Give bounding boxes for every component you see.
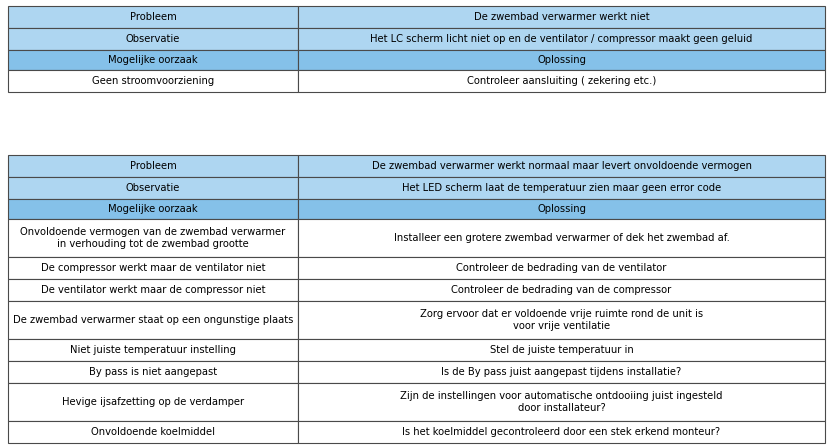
Bar	[298, 301, 825, 339]
Bar	[8, 177, 298, 199]
Bar	[298, 199, 825, 219]
Bar	[298, 257, 825, 279]
Text: De zwembad verwarmer staat op een ongunstige plaats: De zwembad verwarmer staat op een onguns…	[12, 315, 293, 325]
Bar	[8, 199, 298, 219]
Text: Geen stroomvoorziening: Geen stroomvoorziening	[92, 76, 214, 86]
Bar	[298, 361, 825, 383]
Text: Oplossing: Oplossing	[537, 204, 586, 214]
Text: Hevige ijsafzetting op de verdamper: Hevige ijsafzetting op de verdamper	[62, 397, 244, 407]
Text: Onvoldoende vermogen van de zwembad verwarmer
in verhouding tot de zwembad groot: Onvoldoende vermogen van de zwembad verw…	[20, 227, 286, 249]
Text: Controleer aansluiting ( zekering etc.): Controleer aansluiting ( zekering etc.)	[466, 76, 656, 86]
Text: Is het koelmiddel gecontroleerd door een stek erkend monteur?: Is het koelmiddel gecontroleerd door een…	[402, 427, 721, 437]
Text: Oplossing: Oplossing	[537, 55, 586, 65]
Bar	[8, 421, 298, 443]
Bar	[8, 257, 298, 279]
Text: Mogelijke oorzaak: Mogelijke oorzaak	[108, 55, 197, 65]
Bar	[298, 219, 825, 257]
Bar	[298, 50, 825, 70]
Text: Is de By pass juist aangepast tijdens installatie?: Is de By pass juist aangepast tijdens in…	[441, 367, 681, 377]
Bar	[8, 219, 298, 257]
Text: Zorg ervoor dat er voldoende vrije ruimte rond de unit is
voor vrije ventilatie: Zorg ervoor dat er voldoende vrije ruimt…	[420, 309, 703, 331]
Bar	[8, 279, 298, 301]
Bar	[8, 28, 298, 50]
Bar	[8, 6, 298, 28]
Bar	[8, 301, 298, 339]
Bar	[298, 421, 825, 443]
Text: Controleer de bedrading van de compressor: Controleer de bedrading van de compresso…	[451, 285, 671, 295]
Bar	[8, 50, 298, 70]
Bar	[8, 339, 298, 361]
Text: Probleem: Probleem	[130, 12, 177, 22]
Text: Het LC scherm licht niet op en de ventilator / compressor maakt geen geluid: Het LC scherm licht niet op en de ventil…	[371, 34, 753, 44]
Bar	[8, 155, 298, 177]
Bar	[298, 155, 825, 177]
Text: De zwembad verwarmer werkt normaal maar levert onvoldoende vermogen: De zwembad verwarmer werkt normaal maar …	[372, 161, 751, 171]
Bar	[298, 383, 825, 421]
Text: Installeer een grotere zwembad verwarmer of dek het zwembad af.: Installeer een grotere zwembad verwarmer…	[393, 233, 730, 243]
Text: Stel de juiste temperatuur in: Stel de juiste temperatuur in	[490, 345, 633, 355]
Bar	[298, 177, 825, 199]
Text: Het LED scherm laat de temperatuur zien maar geen error code: Het LED scherm laat de temperatuur zien …	[402, 183, 721, 193]
Bar	[298, 70, 825, 92]
Text: Onvoldoende koelmiddel: Onvoldoende koelmiddel	[91, 427, 215, 437]
Text: Niet juiste temperatuur instelling: Niet juiste temperatuur instelling	[70, 345, 236, 355]
Text: Zijn de instellingen voor automatische ontdooiing juist ingesteld
door installat: Zijn de instellingen voor automatische o…	[401, 391, 723, 413]
Text: De zwembad verwarmer werkt niet: De zwembad verwarmer werkt niet	[474, 12, 650, 22]
Text: Probleem: Probleem	[130, 161, 177, 171]
Text: Observatie: Observatie	[126, 183, 180, 193]
Text: De compressor werkt maar de ventilator niet: De compressor werkt maar de ventilator n…	[41, 263, 265, 273]
Bar	[298, 279, 825, 301]
Text: Controleer de bedrading van de ventilator: Controleer de bedrading van de ventilato…	[456, 263, 666, 273]
Bar	[8, 70, 298, 92]
Bar	[8, 383, 298, 421]
Text: De ventilator werkt maar de compressor niet: De ventilator werkt maar de compressor n…	[41, 285, 265, 295]
Bar	[298, 339, 825, 361]
Bar	[298, 28, 825, 50]
Bar	[298, 6, 825, 28]
Text: Mogelijke oorzaak: Mogelijke oorzaak	[108, 204, 197, 214]
Bar	[8, 361, 298, 383]
Text: Observatie: Observatie	[126, 34, 180, 44]
Text: By pass is niet aangepast: By pass is niet aangepast	[89, 367, 217, 377]
